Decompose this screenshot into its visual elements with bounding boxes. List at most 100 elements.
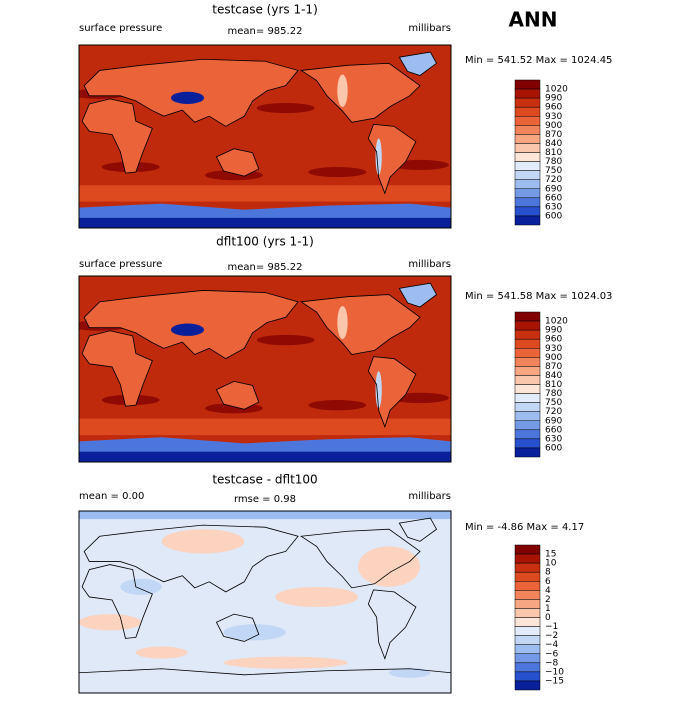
- colorbar-box: [514, 375, 541, 385]
- colorbar-box: [514, 384, 541, 394]
- colorbar-label: 690: [545, 184, 562, 194]
- colorbar-box: [514, 599, 541, 609]
- colorbar-box: [514, 188, 541, 199]
- colorbar-label: 900: [545, 121, 562, 131]
- colorbar-label: 840: [545, 371, 562, 381]
- colorbar-label: 600: [545, 211, 562, 221]
- colorbar-label: 4: [545, 586, 551, 596]
- colorbar-label: 990: [545, 326, 562, 336]
- min-max: Min = 541.52 Max = 1024.45: [465, 55, 612, 66]
- colorbar-label: −4: [545, 640, 559, 650]
- high-pressure: [256, 102, 315, 114]
- colorbar-label: 930: [545, 344, 562, 354]
- panel-title: dflt100 (yrs 1-1): [216, 235, 314, 249]
- colorbar-box: [514, 88, 541, 99]
- north-band: [79, 511, 451, 520]
- colorbar-label: 780: [545, 389, 562, 399]
- colorbar-box: [514, 608, 541, 618]
- positive-anomaly: [161, 529, 245, 554]
- colorbar-label: 630: [545, 434, 562, 444]
- colorbar-box: [514, 626, 541, 636]
- colorbar-box: [514, 329, 541, 340]
- colorbar-label: 870: [545, 130, 562, 140]
- right-label: millibars: [408, 491, 451, 502]
- colorbar-box: [514, 662, 541, 673]
- colorbar-box: [514, 653, 541, 664]
- colorbar-label: 1020: [545, 85, 568, 95]
- map-frame: [78, 510, 452, 694]
- high-pressure: [308, 400, 367, 411]
- colorbar-box: [514, 197, 541, 208]
- colorbar-box: [514, 97, 541, 108]
- colorbar-box: [514, 393, 541, 403]
- colorbar-box: [514, 79, 541, 90]
- positive-anomaly: [223, 656, 348, 669]
- colorbar-box: [514, 429, 541, 440]
- coastline: [398, 517, 438, 542]
- colorbar-label: 810: [545, 148, 562, 158]
- colorbar-label: 8: [545, 568, 551, 578]
- map: [79, 276, 451, 462]
- coastline: [215, 148, 260, 177]
- coastline: [215, 613, 260, 642]
- colorbar-label: 1020: [545, 317, 568, 327]
- colorbar-label: 870: [545, 362, 562, 372]
- andes: [375, 138, 382, 176]
- negative-anomaly: [389, 667, 431, 678]
- land: [216, 381, 259, 410]
- colorbar-label: 960: [545, 103, 562, 113]
- coastline: [398, 282, 438, 308]
- colorbar-label: −2: [545, 631, 558, 641]
- high-pressure: [256, 334, 315, 346]
- land: [216, 148, 259, 177]
- antarctic-plateau: [79, 217, 451, 228]
- colorbar-label: −1: [545, 622, 558, 632]
- colorbar-box: [514, 125, 541, 135]
- colorbar-box: [514, 143, 541, 153]
- andes: [375, 371, 382, 409]
- left-label: mean = 0.00: [79, 491, 144, 502]
- high-pressure: [308, 167, 367, 178]
- colorbar-label: 900: [545, 353, 562, 363]
- coastline: [367, 589, 417, 660]
- colorbar-box: [514, 179, 541, 189]
- colorbar-box: [514, 206, 541, 217]
- colorbar-label: 690: [545, 416, 562, 426]
- colorbar-label: 810: [545, 380, 562, 390]
- coastline: [299, 528, 421, 589]
- colorbar-box: [514, 366, 541, 376]
- negative-anomaly: [223, 624, 286, 641]
- colorbar-box: [514, 338, 541, 349]
- colorbar-label: 720: [545, 407, 562, 417]
- greenland: [399, 283, 437, 307]
- min-max: Min = 541.58 Max = 1024.03: [465, 291, 612, 302]
- colorbar-label: 600: [545, 443, 562, 453]
- coastline: [83, 290, 299, 360]
- positive-anomaly: [358, 546, 420, 587]
- center-label: mean= 985.22: [228, 262, 303, 273]
- min-max: Min = -4.86 Max = 4.17: [465, 522, 584, 533]
- colorbar-box: [514, 617, 541, 627]
- left-label: surface pressure: [79, 23, 162, 34]
- colorbar-box: [514, 170, 541, 180]
- colorbar-box: [514, 544, 541, 555]
- tibet: [170, 91, 205, 104]
- negative-anomaly: [120, 578, 162, 595]
- colorbar-label: 660: [545, 425, 562, 435]
- colorbar-label: 960: [545, 335, 562, 345]
- colorbar-box: [514, 134, 541, 144]
- map-frame: [78, 44, 452, 229]
- southern-band: [79, 418, 451, 436]
- colorbar-box: [514, 320, 541, 331]
- colorbar-box: [514, 420, 541, 431]
- land: [301, 63, 420, 123]
- rockies: [337, 305, 348, 340]
- colorbar-label: −15: [545, 676, 564, 686]
- colorbar-label: 660: [545, 193, 562, 203]
- colorbar-label: 15: [545, 550, 556, 560]
- coastline: [81, 564, 153, 639]
- map: [79, 511, 451, 693]
- rockies: [337, 74, 348, 108]
- panel-title: testcase - dflt100: [212, 473, 317, 487]
